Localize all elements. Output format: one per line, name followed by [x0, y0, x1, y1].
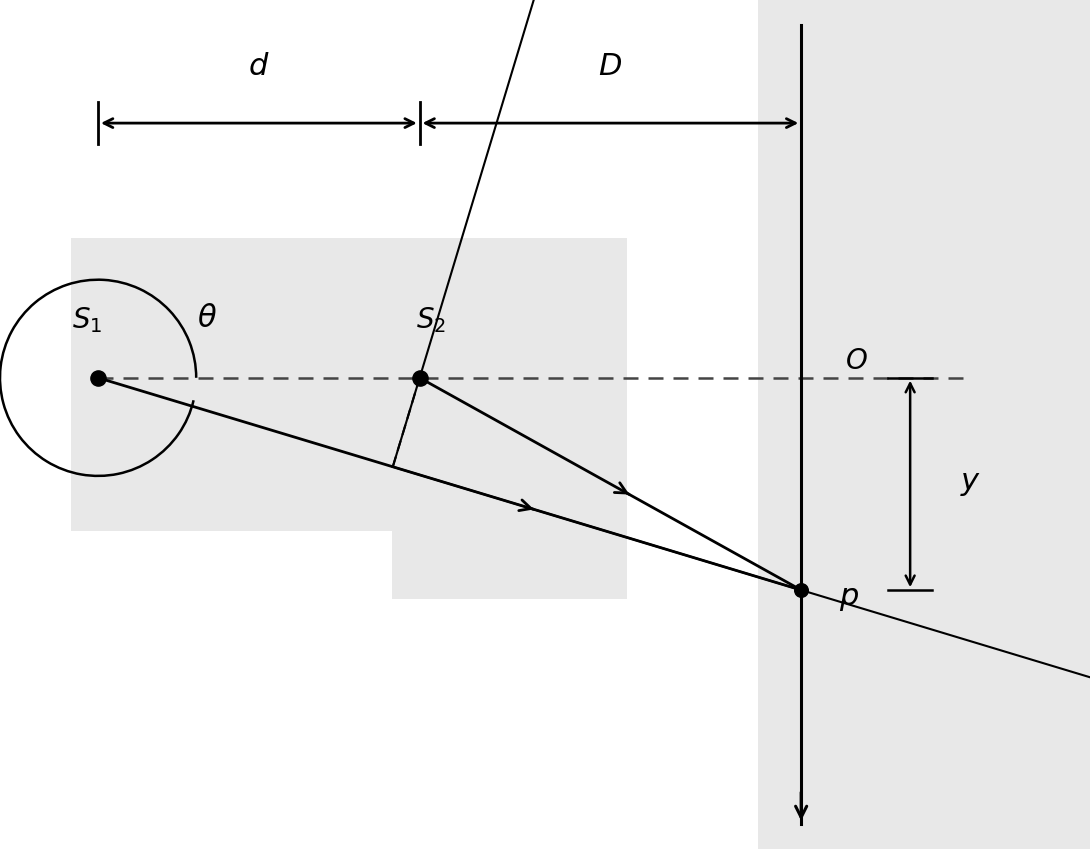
- Bar: [392, 238, 627, 599]
- Text: $y$: $y$: [959, 469, 981, 498]
- Text: $d$: $d$: [249, 52, 269, 81]
- Text: $p$: $p$: [839, 584, 859, 613]
- Text: $D$: $D$: [598, 52, 622, 81]
- Text: $O$: $O$: [845, 347, 868, 374]
- Bar: [758, 0, 1090, 849]
- Point: [89, 371, 107, 385]
- Text: $\theta$: $\theta$: [197, 304, 217, 333]
- Bar: [71, 238, 436, 531]
- Text: $S_2$: $S_2$: [415, 306, 446, 335]
- Point: [411, 371, 428, 385]
- Point: [792, 583, 810, 597]
- Text: $S_1$: $S_1$: [72, 306, 102, 335]
